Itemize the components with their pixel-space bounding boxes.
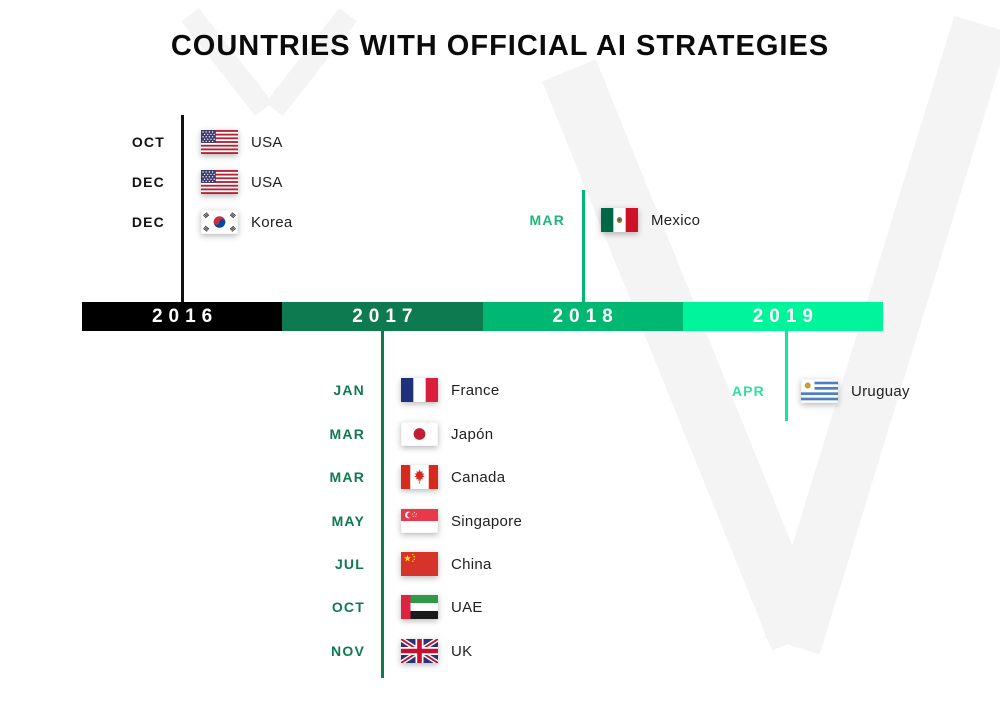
entry-country-label: Canada [451,468,506,486]
entry-country-label: Mexico [651,211,701,229]
watermark-shape [764,15,1000,655]
entry-month-label: NOV [331,643,365,659]
timeline-entry: APR Uruguay [705,379,910,403]
connector-line-2017 [381,331,384,678]
entry-month-label: DEC [131,174,165,190]
timeline-entry: NOV UK [305,639,472,663]
entry-month-label: OCT [331,599,365,615]
timeline-entry: DEC Korea [105,210,293,234]
watermark-shape [542,59,826,651]
entry-country-label: UAE [451,598,483,616]
timeline-bar: 2016 2017 2018 2019 [82,302,883,331]
timeline-entry: JAN France [305,378,500,402]
year-segment-2017: 2017 [282,302,483,331]
entry-country-label: USA [251,173,283,191]
entry-month-label: MAR [329,426,365,442]
usa-flag-icon [201,170,238,194]
timeline-entry: MAR Japón [305,422,493,446]
timeline-entry: MAR Canada [305,465,505,489]
timeline-entry: OCT UAE [305,595,483,619]
canada-flag-icon [401,465,438,489]
entry-country-label: Uruguay [851,382,910,400]
entry-country-label: UK [451,642,473,660]
year-segment-2019: 2019 [682,302,883,331]
entry-country-label: France [451,381,500,399]
japan-flag-icon [401,422,438,446]
connector-line-2016 [181,115,184,302]
entry-country-label: USA [251,133,283,151]
timeline-entry: DEC USA [105,170,283,194]
connector-line-2018 [582,190,585,302]
france-flag-icon [401,378,438,402]
entry-month-label: JUL [334,556,365,572]
entry-month-label: OCT [131,134,165,150]
timeline-entry: JUL China [305,552,492,576]
page-title: COUNTRIES WITH OFFICIAL AI STRATEGIES [170,30,830,62]
uruguay-flag-icon [801,379,838,403]
connector-line-2019 [785,331,788,421]
usa-flag-icon [201,130,238,154]
entry-month-label: APR [731,383,765,399]
entry-month-label: MAR [529,212,565,228]
year-segment-2018: 2018 [482,302,683,331]
timeline-entry: MAY Singapore [305,509,522,533]
entry-country-label: China [451,555,492,573]
entry-month-label: DEC [131,214,165,230]
timeline-entry: OCT USA [105,130,283,154]
year-segment-2016: 2016 [82,302,283,331]
entry-country-label: Japón [451,425,494,443]
timeline-entry: MAR Mexico [505,208,700,232]
korea-flag-icon [201,210,238,234]
entry-month-label: MAY [331,513,365,529]
singapore-flag-icon [401,509,438,533]
uk-flag-icon [401,639,438,663]
entry-country-label: Korea [251,213,293,231]
china-flag-icon [401,552,438,576]
uae-flag-icon [401,595,438,619]
entry-country-label: Singapore [451,512,523,530]
mexico-flag-icon [601,208,638,232]
entry-month-label: MAR [329,469,365,485]
entry-month-label: JAN [333,382,365,398]
